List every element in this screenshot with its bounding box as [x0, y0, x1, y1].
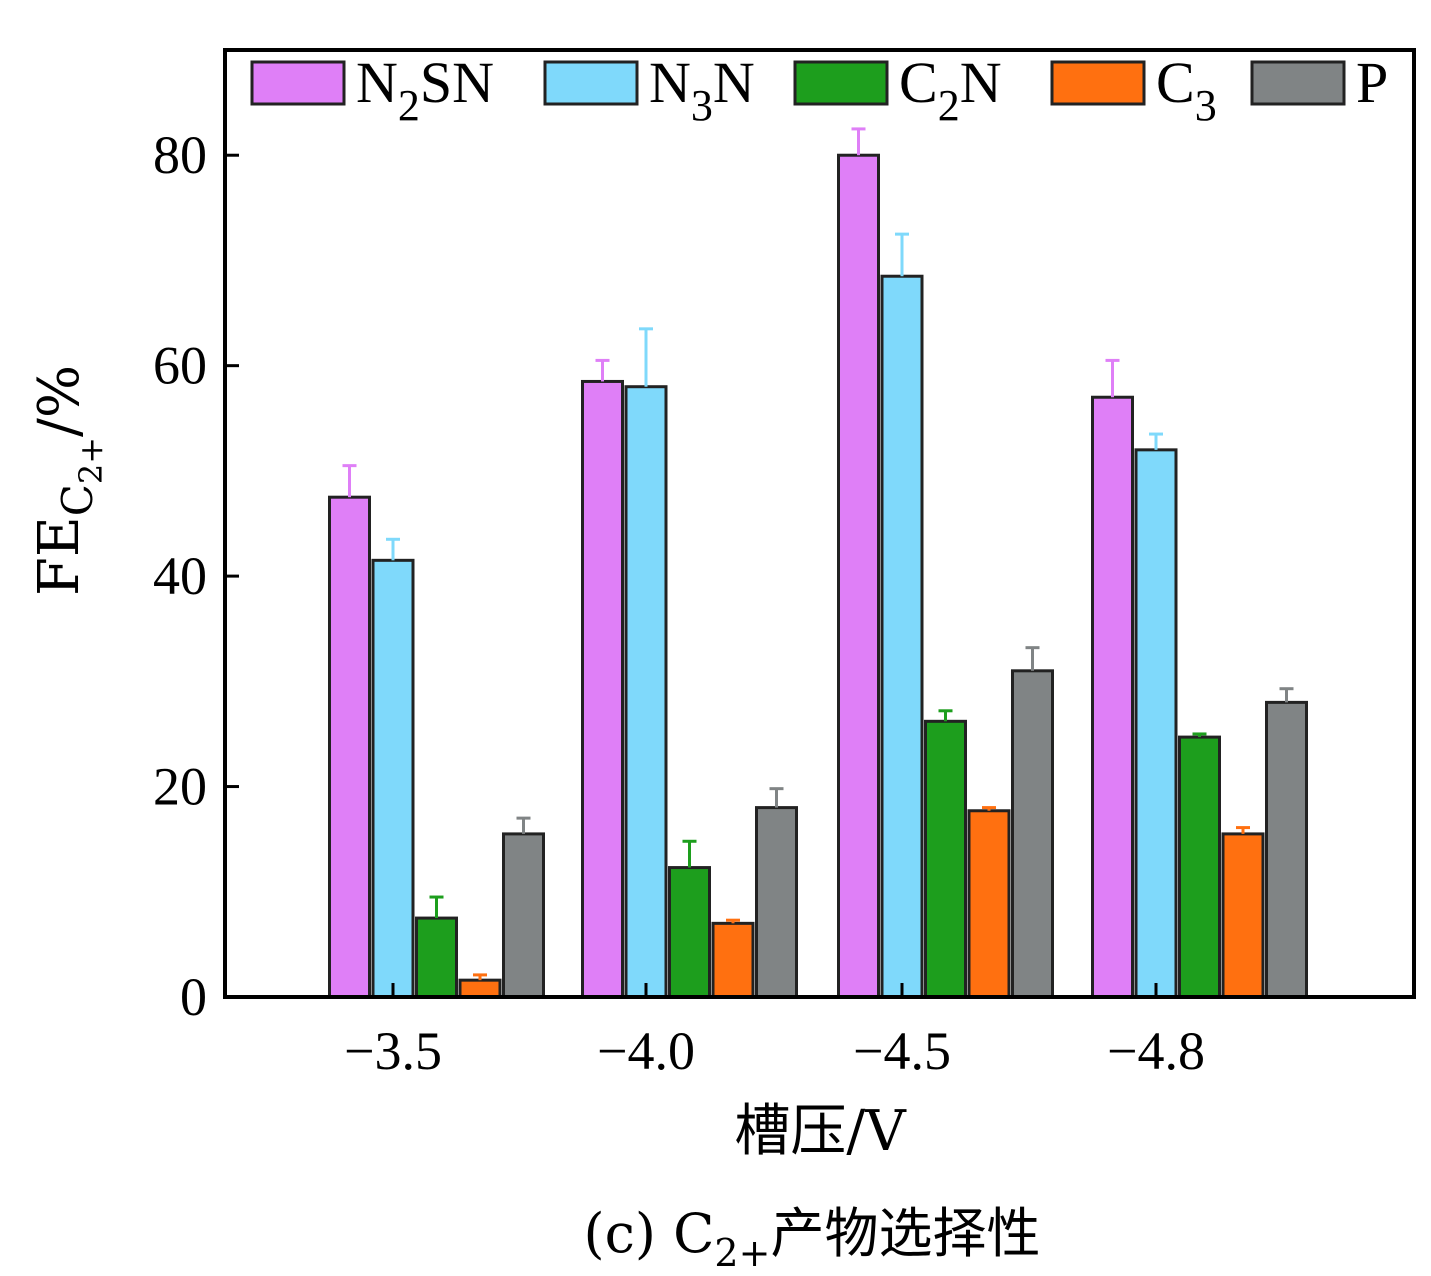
- bar-N3N-3: [1134, 448, 1178, 999]
- error-bars-layer: [342, 127, 1294, 981]
- bars-layer: [328, 153, 1308, 999]
- y-axis-label: FEC2+/%: [27, 365, 110, 596]
- y-tick-label-4: 80: [153, 125, 207, 185]
- bar-P-0: [502, 832, 545, 999]
- bar-N2SN-2: [837, 153, 880, 999]
- bar-N2SN-3: [1091, 395, 1134, 999]
- y-tick-label-0: 0: [180, 967, 207, 1027]
- x-axis-ticks: −3.5 −4.0 −4.5 −4.8: [344, 983, 1205, 1081]
- bar-N3N-2: [880, 274, 924, 999]
- y-axis-label-main: FE: [27, 516, 92, 596]
- bar-C2N-1: [668, 866, 711, 999]
- legend-swatch-P: [1250, 60, 1346, 106]
- y-tick-label-2: 40: [153, 546, 207, 606]
- bar-C2N-3: [1178, 735, 1221, 999]
- legend-swatch-C3: [1050, 60, 1146, 106]
- bar-C2N-0: [415, 916, 458, 999]
- bar-N3N-1: [624, 385, 668, 999]
- legend-label-N3N: N3N: [649, 50, 755, 130]
- bar-C3-0: [458, 978, 502, 999]
- bar-P-2: [1011, 669, 1054, 999]
- bar-C3-2: [967, 809, 1011, 999]
- bar-C3-3: [1221, 832, 1265, 999]
- bar-P-1: [755, 806, 798, 999]
- legend-swatch-C2N: [793, 60, 889, 106]
- x-axis-label: 槽压/V: [734, 1099, 907, 1164]
- y-tick-label-3: 60: [153, 336, 207, 396]
- y-axis-label-sub-sub: 2+: [72, 437, 110, 484]
- legend-swatch-N3N: [543, 60, 639, 106]
- figure-caption: (c) C2+产物选择性: [584, 1202, 1041, 1275]
- x-tick-label-2: −4.5: [853, 1021, 951, 1081]
- x-tick-label-0: −3.5: [344, 1021, 442, 1081]
- bar-N3N-0: [371, 558, 415, 999]
- caption-sub: 2+: [714, 1231, 770, 1275]
- bar-N2SN-1: [581, 379, 624, 999]
- y-axis-label-tail: /%: [27, 365, 92, 437]
- bar-P-3: [1265, 700, 1308, 999]
- x-tick-label-1: −4.0: [597, 1021, 695, 1081]
- legend: N2SN N3N C2N C3 P: [250, 50, 1388, 130]
- legend-label-C2N: C2N: [899, 50, 1002, 130]
- legend-label-C3: C3: [1156, 50, 1217, 130]
- caption-prefix: (c) C: [584, 1202, 715, 1265]
- legend-label-N2SN: N2SN: [356, 50, 494, 130]
- y-axis-ticks: 0 20 40 60 80: [153, 125, 239, 1027]
- legend-swatch-N2SN: [250, 60, 346, 106]
- caption-suffix: 产物选择性: [770, 1202, 1040, 1265]
- plot-frame: [223, 48, 1416, 999]
- x-tick-label-3: −4.8: [1107, 1021, 1205, 1081]
- bar-C2N-2: [924, 719, 967, 999]
- y-axis-label-sub-main: C: [53, 484, 102, 516]
- legend-label-P: P: [1356, 50, 1388, 115]
- bar-C3-1: [711, 921, 755, 999]
- bar-N2SN-0: [328, 495, 371, 999]
- y-tick-label-1: 20: [153, 757, 207, 817]
